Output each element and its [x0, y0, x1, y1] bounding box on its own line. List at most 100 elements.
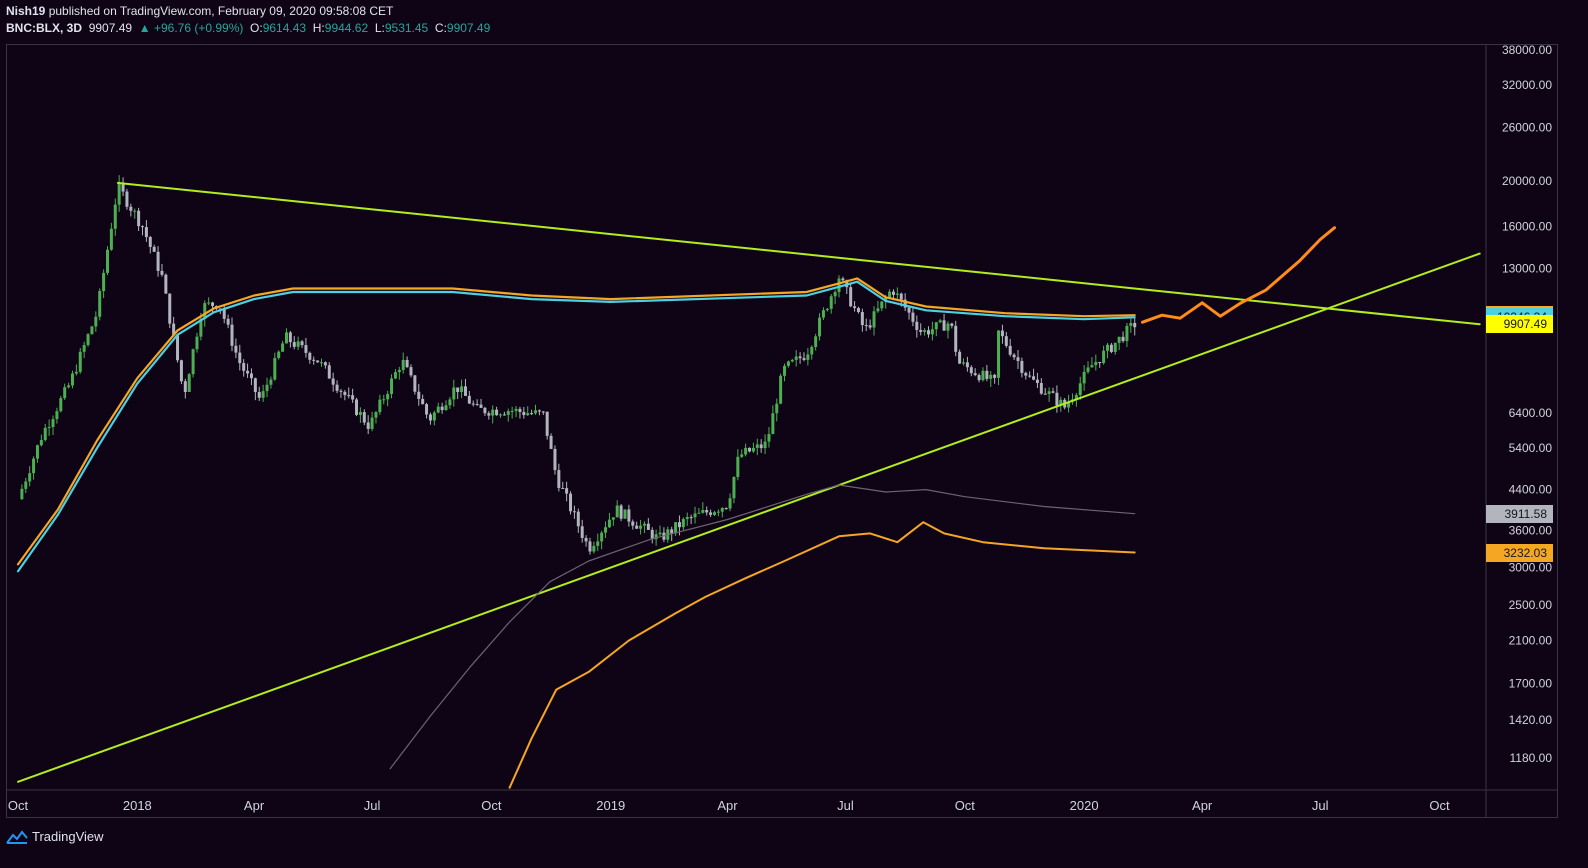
ma-blue-main — [16, 280, 1136, 573]
candle-up — [397, 369, 401, 373]
candle-up — [90, 326, 94, 335]
candle-down — [1020, 360, 1024, 373]
candle-up — [109, 228, 113, 250]
candle-up — [720, 507, 724, 512]
candle-up — [47, 427, 51, 429]
candle-down — [926, 330, 930, 335]
candle-down — [487, 413, 491, 416]
candle-up — [786, 361, 790, 366]
candle-up — [615, 505, 619, 518]
open-value: 9614.43 — [262, 21, 307, 35]
candle-up — [195, 336, 199, 350]
candle-down — [242, 363, 246, 371]
candle-down — [864, 325, 868, 327]
candle-down — [211, 302, 215, 306]
candle-up — [639, 525, 643, 529]
candle-down — [635, 525, 639, 529]
candle-up — [1074, 395, 1078, 400]
price-tick-label: 6400.00 — [1509, 406, 1553, 420]
candle-down — [141, 226, 145, 228]
candle-up — [884, 297, 888, 302]
candle-down — [950, 323, 954, 326]
candle-up — [82, 344, 86, 352]
candle-up — [596, 541, 600, 546]
price-tick-label: 1420.00 — [1509, 713, 1553, 727]
candle-up — [51, 419, 55, 428]
price-axis[interactable]: 38000.00 32000.00 26000.00 20000.00 16000.00… — [1502, 43, 1552, 765]
candle-up — [24, 481, 28, 489]
candle-up — [43, 427, 47, 441]
candle-up — [191, 349, 195, 375]
publish-info: published on TradingView.com, February 0… — [48, 4, 394, 18]
author-name[interactable]: Nish19 — [6, 4, 46, 18]
candle-down — [1012, 354, 1016, 358]
candle-down — [144, 227, 148, 237]
candle-up — [374, 412, 378, 418]
candle-down — [421, 398, 425, 405]
candle-down — [1121, 336, 1125, 342]
candle-up — [358, 412, 362, 415]
candle-down — [993, 374, 997, 378]
candle-up — [284, 332, 288, 344]
candle-down — [156, 251, 160, 271]
time-tick-label: Oct — [1429, 798, 1450, 813]
time-axis[interactable]: Oct 2018 Apr Jul Oct 2019 Apr Jul Oct 2020 Apr Jul O… — [8, 798, 1450, 813]
candle-up — [814, 336, 818, 347]
tradingview-logo-icon[interactable] — [6, 829, 28, 844]
candle-up — [783, 365, 787, 376]
candle-up — [697, 512, 701, 514]
candle-up — [98, 291, 102, 317]
candle-down — [627, 509, 631, 522]
candle-down — [572, 511, 576, 513]
price-tick-label: 3600.00 — [1509, 524, 1553, 538]
price-tick-label: 1700.00 — [1509, 677, 1553, 691]
chart-lines — [16, 175, 1481, 789]
candle-down — [168, 293, 172, 324]
candle-up — [70, 373, 74, 386]
candle-down — [1032, 376, 1036, 380]
candle-up — [923, 330, 927, 332]
candle-up — [779, 375, 783, 404]
candle-up — [658, 532, 662, 535]
price-label-tag: 9907.49 — [1486, 315, 1553, 334]
candle-down — [331, 378, 335, 385]
brand-name[interactable]: TradingView — [32, 829, 104, 844]
candle-up — [763, 441, 767, 449]
candle-up — [825, 308, 829, 311]
candle-up — [751, 447, 755, 452]
candle-down — [339, 390, 343, 392]
time-tick-label: Apr — [244, 798, 265, 813]
candle-up — [393, 372, 397, 379]
candle-down — [176, 335, 180, 361]
candle-up — [514, 408, 518, 411]
candle-up — [1067, 401, 1071, 408]
candle-down — [677, 522, 681, 528]
candle-up — [86, 334, 90, 345]
candle-up — [277, 351, 281, 358]
candle-down — [230, 324, 234, 346]
candle-up — [261, 391, 265, 398]
candle-down — [522, 411, 526, 416]
candle-up — [767, 434, 771, 442]
candle-down — [1024, 372, 1028, 376]
candle-down — [759, 444, 763, 449]
candle-down — [565, 488, 569, 494]
candle-up — [1047, 391, 1051, 394]
candle-up — [681, 519, 685, 528]
price-projection — [1141, 226, 1336, 324]
candle-down — [1051, 391, 1055, 393]
candle-down — [561, 487, 565, 489]
chart-frame[interactable] — [6, 44, 1558, 818]
candle-down — [417, 391, 421, 399]
candle-down — [631, 521, 635, 526]
time-tick-label: Oct — [955, 798, 976, 813]
candle-up — [712, 512, 716, 515]
candle-up — [199, 318, 203, 337]
price-tick-label: 5400.00 — [1509, 441, 1553, 455]
candle-down — [1004, 336, 1008, 346]
candle-up — [265, 384, 269, 392]
candle-up — [693, 513, 697, 518]
candle-up — [55, 411, 59, 420]
candle-down — [853, 306, 857, 309]
